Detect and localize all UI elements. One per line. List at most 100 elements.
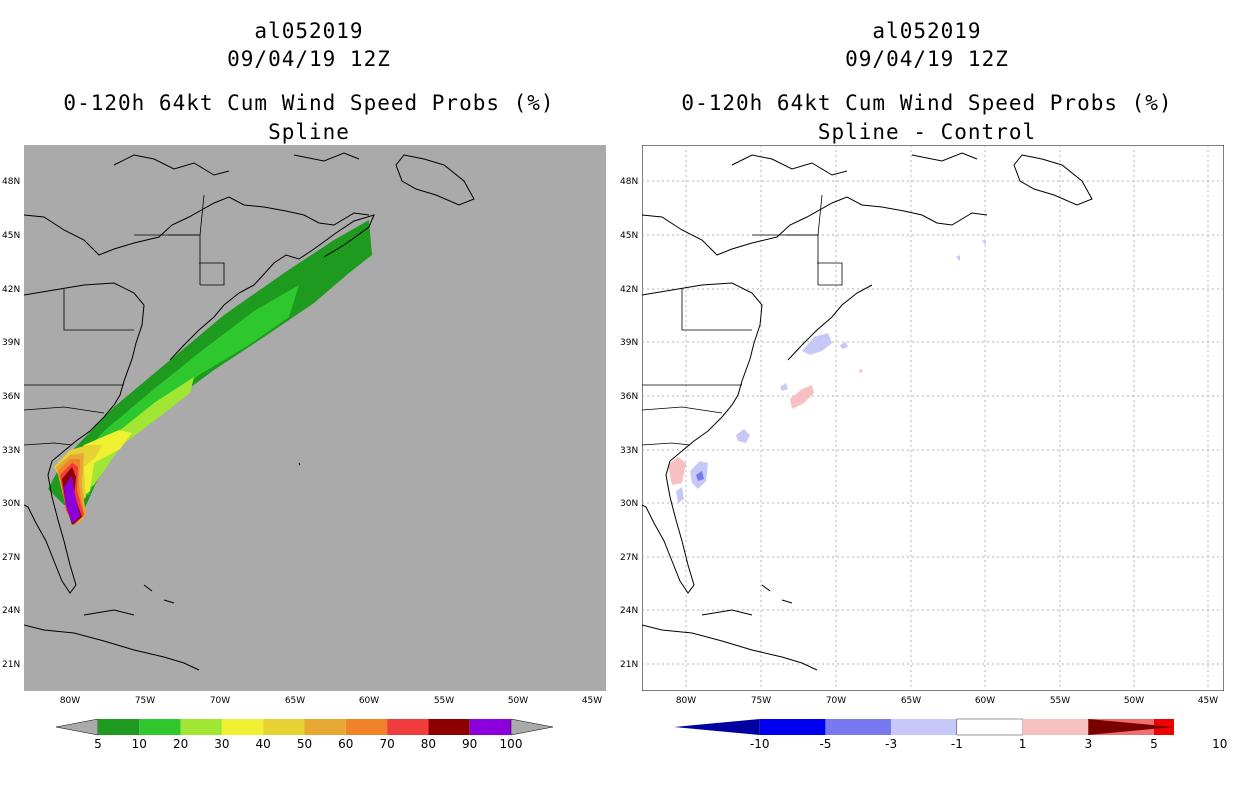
lon-label: 55W — [1049, 696, 1071, 706]
colorbar-cell — [469, 719, 511, 735]
lat-label: 42N — [620, 285, 639, 295]
lat-label: 36N — [2, 392, 21, 402]
colorbar-label: 40 — [255, 737, 271, 751]
colorbar-cell — [891, 719, 957, 735]
right-datetime: 09/04/19 12Z — [845, 47, 1009, 71]
right-storm-id: al052019 — [872, 19, 982, 43]
colorbar-cell — [387, 719, 429, 735]
lat-label: 42N — [2, 285, 21, 295]
left-product-title: 0-120h 64kt Cum Wind Speed Probs (%) — [63, 91, 555, 115]
lon-label: 80W — [59, 696, 81, 706]
positive-diff-area — [858, 369, 862, 373]
lon-label: 60W — [358, 696, 380, 706]
colorbar-label: 30 — [214, 737, 230, 751]
colorbar-cell — [263, 719, 305, 735]
colorbar-cell — [180, 719, 222, 735]
lat-label: 24N — [620, 606, 639, 616]
lat-label: 30N — [2, 499, 21, 509]
negative-diff-area — [840, 342, 848, 349]
lon-label: 65W — [900, 696, 922, 706]
left-boundaries — [24, 194, 225, 446]
left-storm-id: al052019 — [254, 19, 364, 43]
lon-label: 50W — [507, 696, 529, 706]
colorbar-label: 70 — [379, 737, 395, 751]
colorbar-label: 90 — [462, 737, 478, 751]
lat-label: 30N — [620, 499, 639, 509]
swath-20pct — [69, 377, 194, 497]
lat-label: 21N — [620, 660, 639, 670]
lat-label: 48N — [620, 177, 639, 187]
lon-label: 50W — [1123, 696, 1145, 706]
colorbar-label: 3 — [1084, 737, 1093, 751]
positive-diff-area — [668, 457, 686, 485]
negative-diff-area — [780, 383, 788, 391]
negative-diff-area — [802, 333, 832, 355]
negative-diff-core — [696, 471, 704, 481]
negative-diff-area — [982, 239, 986, 245]
right-colorbar — [674, 718, 1174, 736]
lon-label: 75W — [750, 696, 772, 706]
colorbar-label: -5 — [819, 737, 832, 751]
colorbar-label: 5 — [1150, 737, 1158, 751]
right-map-background — [642, 145, 1224, 691]
left-colorbar — [56, 718, 554, 736]
colorbar-label: 20 — [172, 737, 189, 751]
colorbar-cell — [345, 719, 388, 735]
left-datetime: 09/04/19 12Z — [227, 47, 391, 71]
lon-label: 70W — [825, 696, 847, 706]
right-product-title: 0-120h 64kt Cum Wind Speed Probs (%) — [681, 91, 1173, 115]
negative-diff-area — [956, 255, 960, 261]
lon-label: 60W — [974, 696, 996, 706]
lat-label: 45N — [2, 231, 21, 241]
left-map — [24, 145, 606, 691]
lon-label: 55W — [433, 696, 455, 706]
right-boundaries — [642, 194, 843, 446]
colorbar-cell — [956, 718, 1023, 736]
lon-label: 70W — [209, 696, 231, 706]
colorbar-label: 10 — [1212, 737, 1228, 751]
right-subtitle: Spline - Control — [817, 120, 1037, 144]
colorbar-cells — [98, 719, 511, 735]
lat-label: 33N — [2, 446, 21, 456]
colorbar-label: 60 — [338, 737, 354, 751]
right-grid — [642, 145, 1224, 691]
lat-label: 48N — [2, 177, 21, 187]
colorbar-cell — [674, 719, 760, 735]
colorbar-label: -1 — [950, 737, 963, 751]
colorbar-cell — [1088, 719, 1174, 735]
swath-90pct — [64, 475, 80, 523]
colorbar-cells — [674, 718, 1174, 736]
lat-label: 39N — [2, 338, 21, 348]
colorbar-label: 100 — [499, 737, 523, 751]
lat-label: 39N — [620, 338, 639, 348]
right-map — [642, 145, 1224, 691]
colorbar-cell — [428, 719, 470, 735]
left-subtitle: Spline — [268, 120, 350, 144]
lat-label: 36N — [620, 392, 639, 402]
colorbar-cell — [304, 719, 346, 735]
colorbar-cell — [1022, 719, 1089, 735]
left-coastlines — [24, 152, 475, 671]
colorbar-upper-arrow — [510, 718, 554, 736]
lon-label: 65W — [284, 696, 306, 706]
lat-label: 21N — [2, 660, 21, 670]
colorbar-label: 50 — [296, 737, 313, 751]
swath-10pct — [64, 285, 299, 500]
lon-label: 45W — [581, 696, 603, 706]
colorbar-label: 1 — [1018, 737, 1027, 751]
colorbar-label: -10 — [749, 737, 770, 751]
colorbar-label: 10 — [131, 737, 147, 751]
colorbar-lower-arrow — [56, 718, 99, 736]
lat-label: 27N — [2, 553, 21, 563]
negative-diff-area — [736, 429, 750, 443]
right-panel: al052019 09/04/19 12Z 0-120h 64kt Cum Wi… — [618, 0, 1236, 800]
lon-label: 45W — [1197, 696, 1219, 706]
colorbar-label: 5 — [94, 737, 102, 751]
colorbar-cell — [221, 719, 264, 735]
positive-diff-area — [790, 385, 814, 409]
colorbar-label: -3 — [885, 737, 898, 751]
colorbar-cell — [139, 719, 181, 735]
colorbar-cell — [825, 719, 892, 735]
colorbar-label: 80 — [420, 737, 437, 751]
difference-contours — [668, 239, 986, 503]
